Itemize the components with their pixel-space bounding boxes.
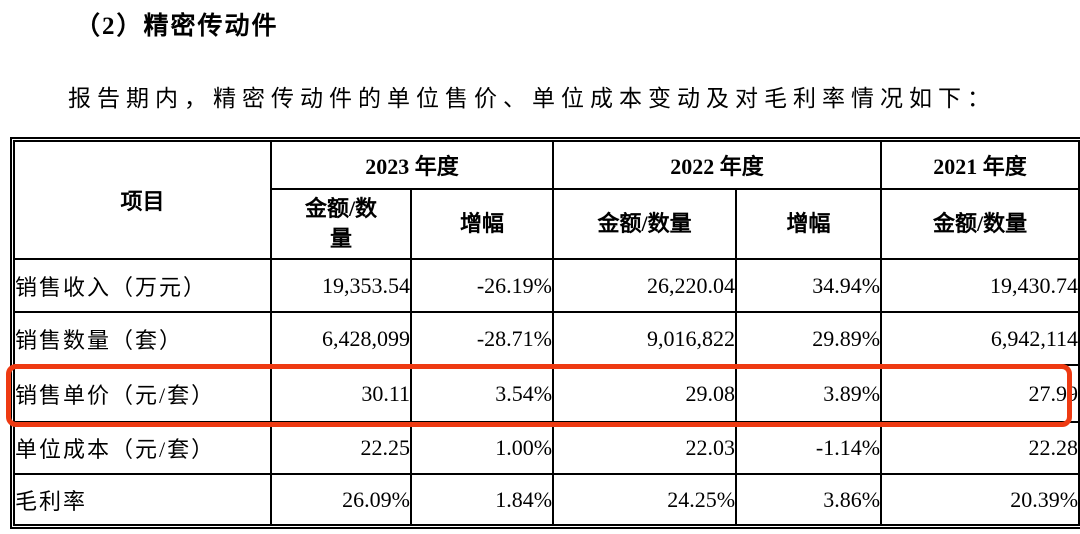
table-cell: 29.89% — [737, 313, 883, 366]
table-cell: 26,220.04 — [554, 260, 738, 313]
table-cell: -26.19% — [412, 260, 555, 313]
table-cell: 9,016,822 — [554, 313, 738, 366]
table-cell: 22.28 — [882, 423, 1079, 475]
row-label: 销售收入（万元） — [15, 260, 272, 313]
subheader-2022-change: 增幅 — [737, 190, 883, 260]
table-cell: 19,430.74 — [882, 260, 1079, 313]
year-header-2021: 2021 年度 — [882, 142, 1079, 190]
subheader-2021-amount: 金额/数量 — [882, 190, 1079, 260]
table-cell: 22.25 — [272, 423, 412, 475]
subheader-2022-amount: 金额/数量 — [554, 190, 738, 260]
table-cell: -1.14% — [737, 423, 883, 475]
row-label: 单位成本（元/套） — [15, 423, 272, 475]
table-row-gross-margin: 毛利率 26.09% 1.84% 24.25% 3.86% 20.39% — [15, 475, 1079, 524]
year-header-row: 项目 2023 年度 2022 年度 2021 年度 — [15, 142, 1079, 260]
table-cell: 34.94% — [737, 260, 883, 313]
table-row-sales-quantity: 销售数量（套） 6,428,099 -28.71% 9,016,822 29.8… — [15, 313, 1079, 366]
table-cell: 24.25% — [554, 475, 738, 524]
row-label: 销售单价（元/套） — [15, 366, 272, 423]
table-cell: 29.08 — [554, 366, 738, 423]
table-row-sales-revenue: 销售收入（万元） 19,353.54 -26.19% 26,220.04 34.… — [15, 260, 1079, 313]
table-cell: 30.11 — [272, 366, 412, 423]
financial-table-wrapper: 项目 2023 年度 2022 年度 2021 年度 金额/数量 增幅 金额/数… — [6, 137, 1080, 529]
table-cell: 27.99 — [882, 366, 1079, 423]
sub-header-row: 金额/数量 增幅 金额/数量 增幅 金额/数量 — [15, 190, 1079, 260]
table-cell: 1.84% — [412, 475, 555, 524]
section-title: （2）精密传动件 — [75, 13, 279, 40]
table-row-unit-cost: 单位成本（元/套） 22.25 1.00% 22.03 -1.14% 22.28 — [15, 423, 1079, 475]
row-label: 毛利率 — [15, 475, 272, 524]
table-cell: 26.09% — [272, 475, 412, 524]
year-header-2023: 2023 年度 — [272, 142, 555, 190]
financial-table: 项目 2023 年度 2022 年度 2021 年度 金额/数量 增幅 金额/数… — [10, 137, 1080, 529]
table-cell: 3.86% — [737, 475, 883, 524]
row-label: 销售数量（套） — [15, 313, 272, 366]
table-cell: 3.89% — [737, 366, 883, 423]
table-cell: 19,353.54 — [272, 260, 412, 313]
subheader-2023-amount: 金额/数量 — [272, 190, 412, 260]
intro-paragraph: 报告期内，精密传动件的单位售价、单位成本变动及对毛利率情况如下： — [68, 86, 996, 111]
table-row-unit-price-highlighted: 销售单价（元/套） 30.11 3.54% 29.08 3.89% 27.99 — [15, 366, 1079, 423]
table-cell: 6,942,114 — [882, 313, 1079, 366]
table-cell: -28.71% — [412, 313, 555, 366]
table-cell: 22.03 — [554, 423, 738, 475]
table-cell: 6,428,099 — [272, 313, 412, 366]
table-cell: 3.54% — [412, 366, 555, 423]
col-header-item: 项目 — [15, 142, 272, 260]
table-cell: 20.39% — [882, 475, 1079, 524]
year-header-2022: 2022 年度 — [554, 142, 883, 190]
subheader-2023-amount-label: 金额/数量 — [304, 196, 378, 251]
table-cell: 1.00% — [412, 423, 555, 475]
subheader-2023-change: 增幅 — [412, 190, 555, 260]
